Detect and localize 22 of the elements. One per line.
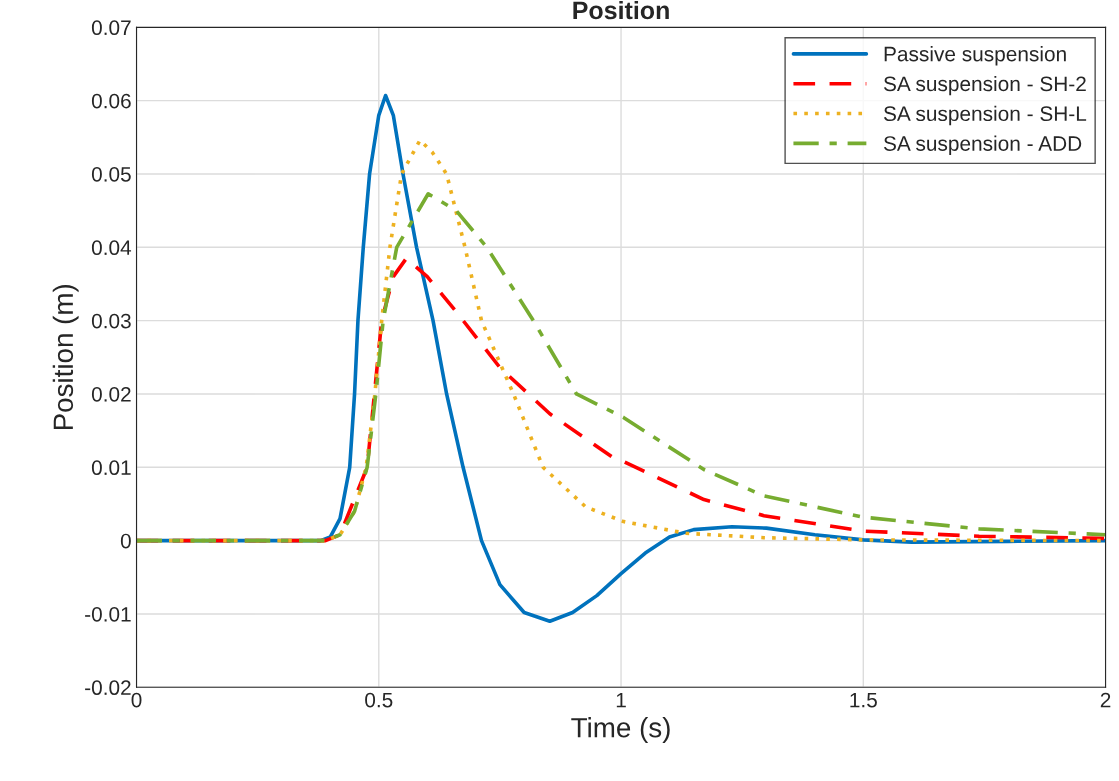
legend-label: SA suspension - SH-2 [883,75,1086,96]
x-tick-label: 0.5 [365,692,393,708]
legend-label: SA suspension - SH-L [883,105,1087,126]
x-axis-title: Time (s) [571,717,670,743]
x-tick-label: 2 [1100,692,1111,708]
y-tick-label: 0.02 [91,386,131,402]
legend-label: SA suspension - ADD [883,135,1082,156]
y-tick-label: -0.02 [85,680,131,696]
y-tick-label: 0.07 [91,20,131,36]
y-axis-title: Position (m) [52,284,79,430]
y-tick-label: 0.01 [91,460,131,476]
x-tick-label: 0 [131,692,142,708]
y-tick-label: 0.06 [91,93,131,109]
x-tick-label: 1.5 [850,692,877,708]
x-tick-label: 1 [616,692,626,708]
chart-title: Position [573,0,669,20]
y-tick-label: 0 [120,533,131,549]
y-tick-label: 0.05 [91,166,131,182]
legend-label: Passive suspension [884,46,1066,66]
y-tick-label: -0.01 [85,606,131,622]
y-tick-label: 0.04 [91,240,132,256]
y-tick-label: 0.03 [91,313,131,329]
